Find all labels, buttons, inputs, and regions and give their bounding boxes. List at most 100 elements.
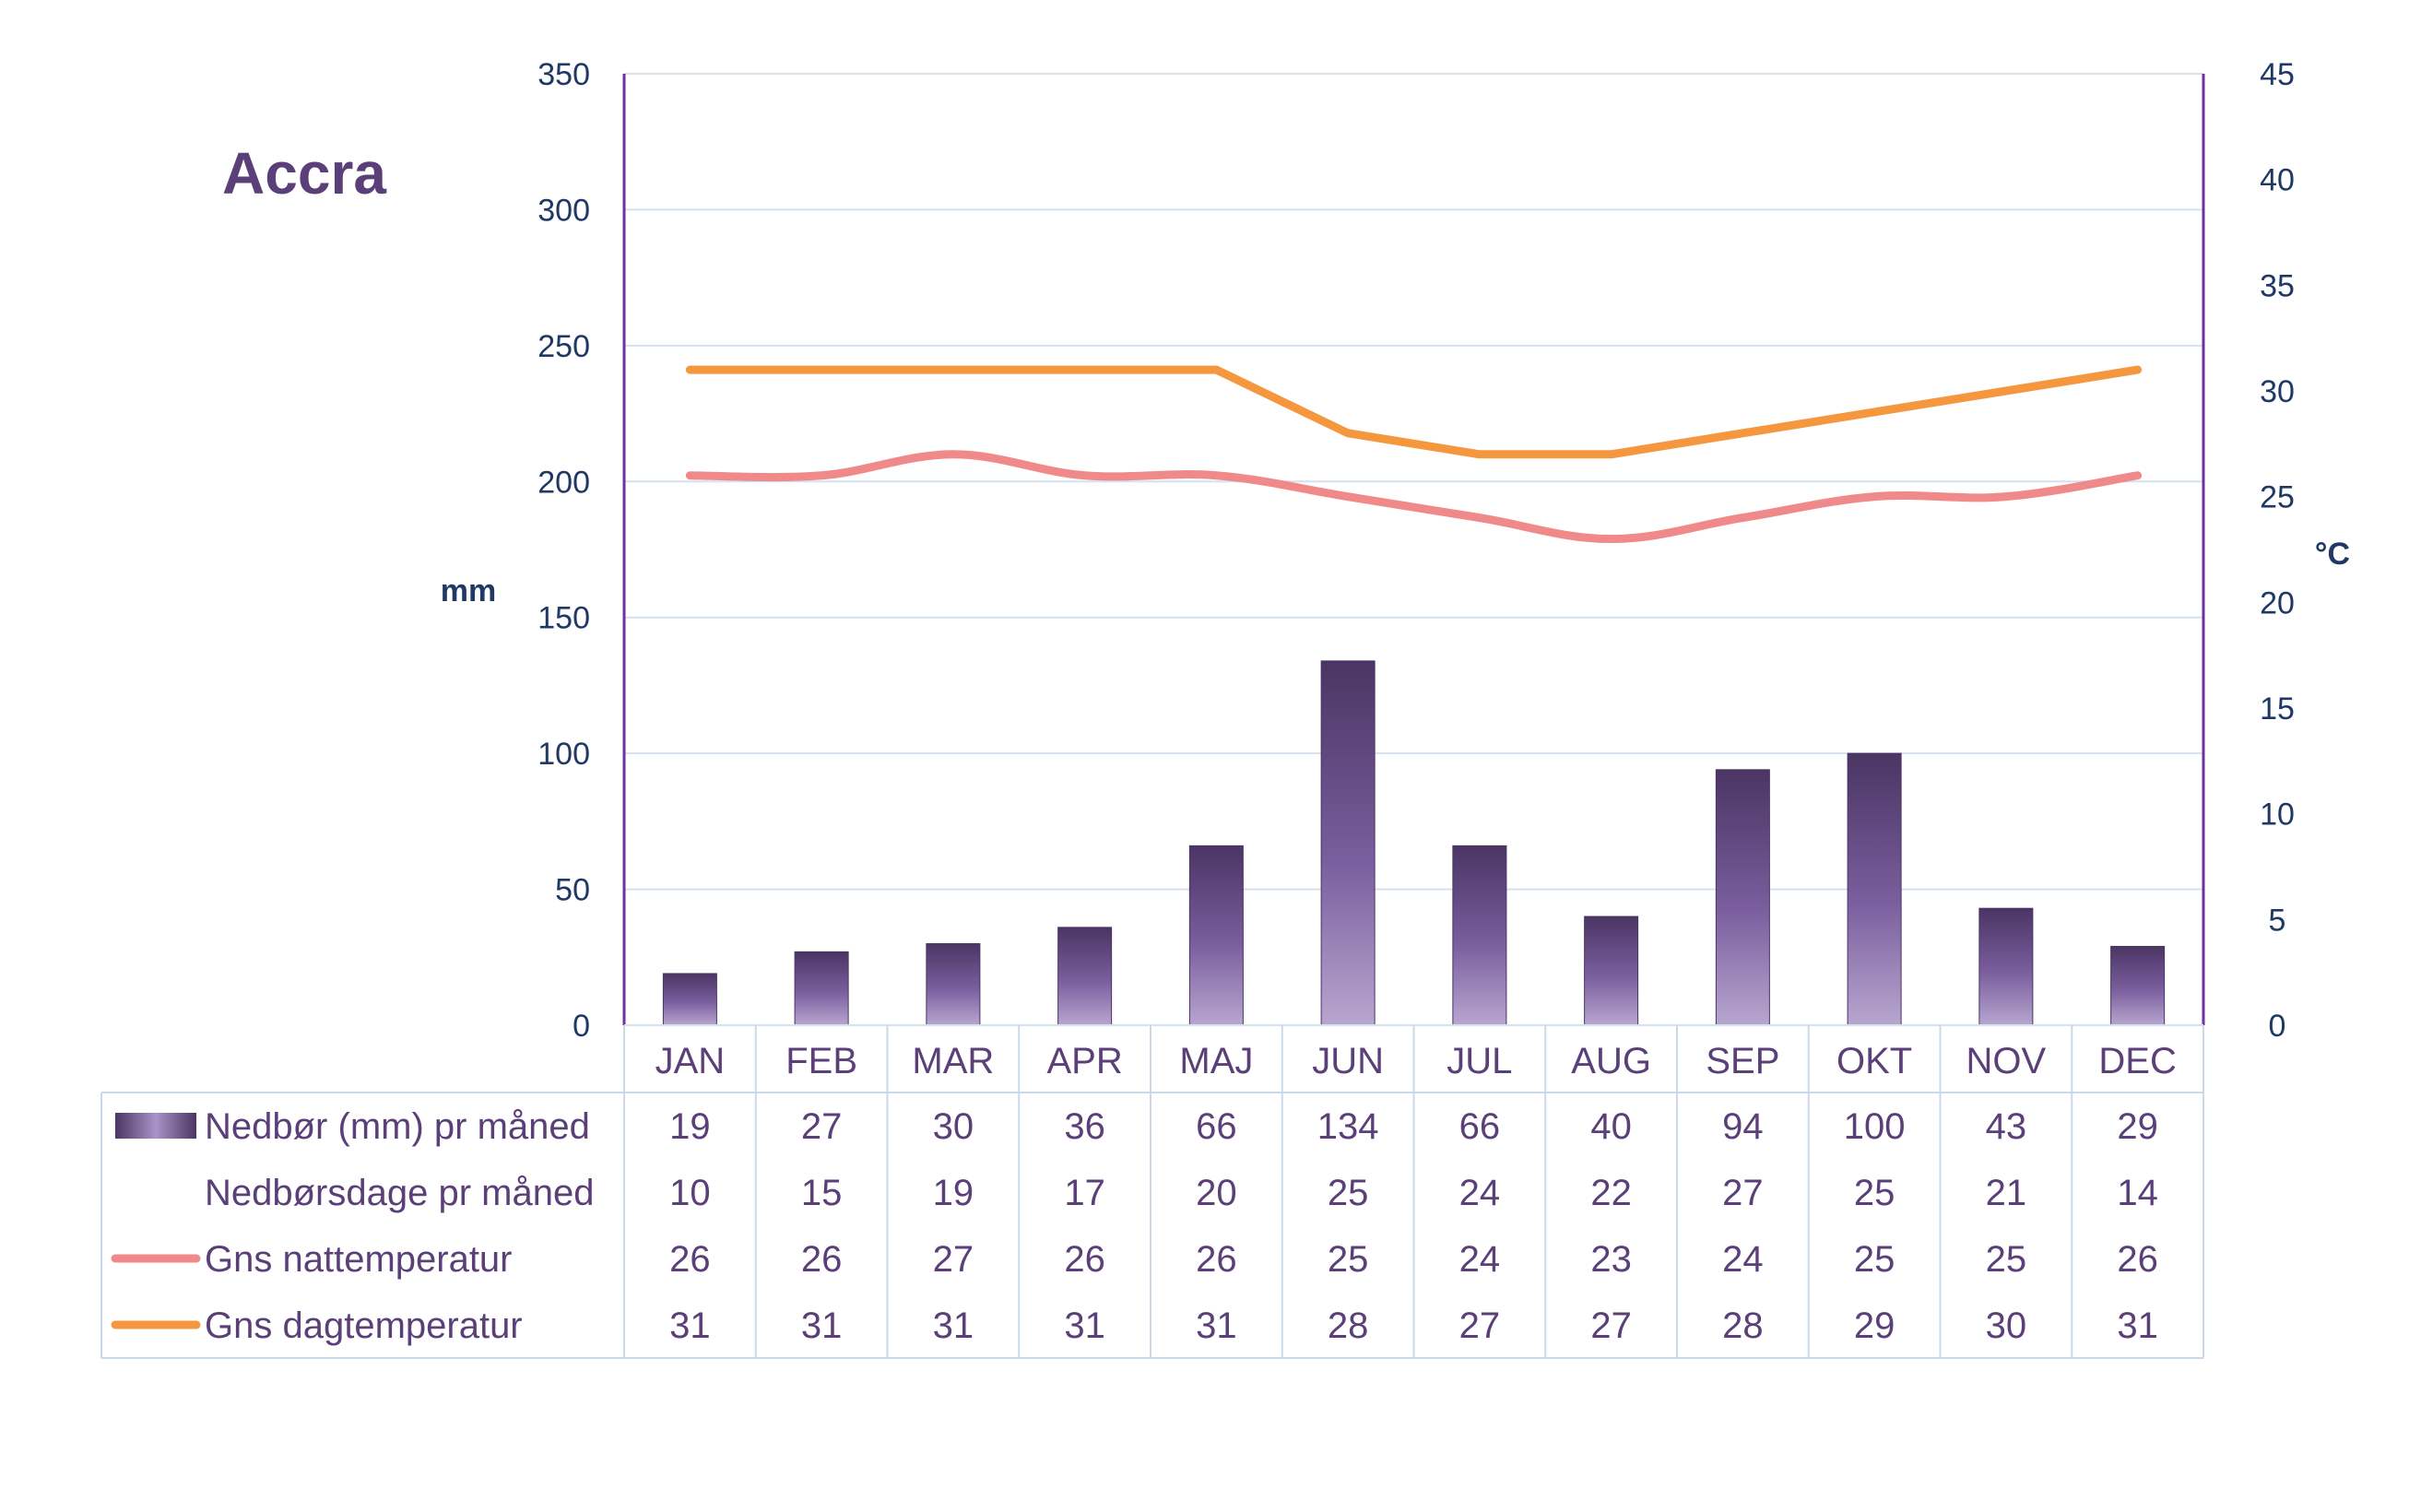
table-cell: 36 xyxy=(1064,1106,1105,1147)
right-tick-label: 20 xyxy=(2260,585,2295,620)
table-cell: 66 xyxy=(1196,1106,1237,1147)
axes xyxy=(622,74,2205,1026)
left-tick-label: 300 xyxy=(537,193,590,228)
precipitation-bars xyxy=(662,660,2166,1026)
table-cell: 25 xyxy=(1328,1173,1369,1213)
table-cell: 10 xyxy=(669,1173,711,1213)
category-label: APR xyxy=(1047,1041,1123,1081)
category-label: OKT xyxy=(1836,1041,1912,1081)
table-cell: 25 xyxy=(1854,1173,1895,1213)
row-label: Gns nattemperatur xyxy=(205,1239,513,1280)
right-tick-label: 25 xyxy=(2260,480,2295,515)
table-cell: 14 xyxy=(2117,1173,2158,1213)
table-cell: 31 xyxy=(1196,1305,1237,1346)
precipitation-bar xyxy=(1320,660,1376,1026)
right-tick-label: 0 xyxy=(2269,1009,2286,1044)
table-cell: 27 xyxy=(1459,1305,1501,1346)
table-cell: 28 xyxy=(1722,1305,1764,1346)
table-cell: 66 xyxy=(1459,1106,1501,1147)
table-cell: 20 xyxy=(1196,1173,1237,1213)
precipitation-bar xyxy=(1188,845,1244,1026)
left-tick-label: 350 xyxy=(537,57,590,92)
left-tick-label: 200 xyxy=(537,465,590,500)
category-label: AUG xyxy=(1571,1041,1651,1081)
category-label: NOV xyxy=(1966,1041,2047,1081)
right-tick-label: 15 xyxy=(2260,691,2295,726)
table-cell: 21 xyxy=(1986,1173,2027,1213)
table-cell: 30 xyxy=(1986,1305,2027,1346)
table-cell: 27 xyxy=(1722,1173,1764,1213)
table-cell: 31 xyxy=(2117,1305,2158,1346)
row-label: Nedbørsdage pr måned xyxy=(205,1173,594,1213)
left-tick-label: 100 xyxy=(537,737,590,772)
table-cell: 43 xyxy=(1986,1106,2027,1147)
left-axis-unit: mm xyxy=(441,573,496,608)
category-label: MAR xyxy=(912,1041,994,1081)
category-label: JAN xyxy=(655,1041,726,1081)
table-cell: 28 xyxy=(1328,1305,1369,1346)
table-cell: 24 xyxy=(1722,1239,1764,1280)
precipitation-bar xyxy=(1057,927,1113,1026)
table-cell: 31 xyxy=(801,1305,843,1346)
table-cell: 19 xyxy=(933,1173,974,1213)
left-tick-label: 250 xyxy=(537,329,590,364)
table-cell: 31 xyxy=(933,1305,974,1346)
right-tick-label: 5 xyxy=(2269,903,2286,938)
precipitation-bar xyxy=(926,943,981,1026)
precipitation-bar xyxy=(1715,769,1770,1026)
table-cell: 30 xyxy=(933,1106,974,1147)
table-cell: 31 xyxy=(669,1305,711,1346)
table-cell: 22 xyxy=(1590,1173,1632,1213)
precipitation-bar xyxy=(662,973,717,1026)
right-tick-label: 40 xyxy=(2260,163,2295,198)
table-cell: 25 xyxy=(1328,1239,1369,1280)
table-cell: 26 xyxy=(2117,1239,2158,1280)
table-cell: 134 xyxy=(1317,1106,1379,1147)
table-cell: 26 xyxy=(669,1239,711,1280)
table-cell: 94 xyxy=(1722,1106,1764,1147)
left-tick-label: 150 xyxy=(537,601,590,636)
category-label: JUL xyxy=(1447,1041,1512,1081)
temperature-lines xyxy=(685,365,2143,544)
table-cell: 26 xyxy=(1064,1239,1105,1280)
data-table: JAN FEB MAR APR MAJ JUN JUL AUG SEP OKT NOV DEC Nedb… xyxy=(100,1025,2204,1359)
table-cell: 27 xyxy=(933,1239,974,1280)
chart-title: Accra xyxy=(222,140,386,207)
table-cell: 24 xyxy=(1459,1173,1501,1213)
category-label: SEP xyxy=(1706,1041,1779,1081)
table-cell: 100 xyxy=(1844,1106,1906,1147)
right-tick-label: 30 xyxy=(2260,374,2295,409)
table-cell: 23 xyxy=(1590,1239,1632,1280)
table-cell: 26 xyxy=(801,1239,843,1280)
right-tick-label: 45 xyxy=(2260,57,2295,92)
precipitation-bar xyxy=(1847,752,1902,1026)
category-label: JUN xyxy=(1312,1041,1384,1081)
table-cell: 19 xyxy=(669,1106,711,1147)
precipitation-bar xyxy=(1978,907,2034,1026)
table-cell: 31 xyxy=(1064,1305,1105,1346)
precipitation-bar xyxy=(1452,845,1507,1026)
gridlines xyxy=(624,73,2203,891)
table-cell: 25 xyxy=(1986,1239,2027,1280)
category-label: FEB xyxy=(785,1041,857,1081)
right-tick-label: 35 xyxy=(2260,268,2295,303)
row-label: Nedbør (mm) pr måned xyxy=(205,1106,590,1147)
legend-key-precipitation xyxy=(115,1113,196,1139)
table-cell: 29 xyxy=(2117,1106,2158,1147)
table-cell: 29 xyxy=(1854,1305,1895,1346)
right-axis-unit: °C xyxy=(2315,537,2350,572)
precipitation-bar xyxy=(2110,945,2166,1026)
table-cell: 26 xyxy=(1196,1239,1237,1280)
table-cell: 24 xyxy=(1459,1239,1501,1280)
axis-ticks: 0 50 100 150 200 250 300 350 0 5 10 15 20 25 30 35 40 45 xyxy=(537,57,2295,1044)
table-cell: 25 xyxy=(1854,1239,1895,1280)
row-label: Gns dagtemperatur xyxy=(205,1305,523,1346)
night-temperature-line xyxy=(685,450,2143,544)
table-cell: 15 xyxy=(801,1173,843,1213)
day-temperature-line xyxy=(685,365,2143,459)
category-label: DEC xyxy=(2098,1041,2176,1081)
table-cell: 40 xyxy=(1590,1106,1632,1147)
table-cell: 27 xyxy=(801,1106,843,1147)
precipitation-bar xyxy=(1584,915,1639,1026)
